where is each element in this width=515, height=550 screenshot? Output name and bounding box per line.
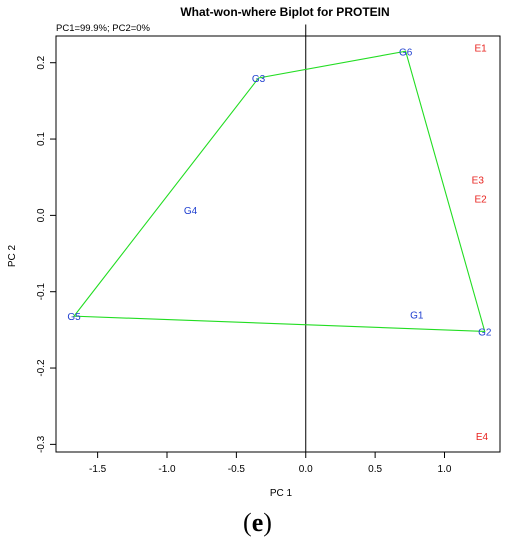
- caption-letter: e: [251, 508, 264, 537]
- convex-hull-polygon: [72, 50, 486, 332]
- genotype-point-g3: G3: [252, 74, 266, 85]
- y-axis-label: PC 2: [7, 244, 18, 267]
- x-axis-label: PC 1: [270, 488, 293, 499]
- environment-point-e3: E3: [472, 176, 485, 187]
- genotype-point-g1: G1: [410, 311, 424, 322]
- genotype-point-g6: G6: [399, 47, 413, 58]
- environment-point-e1: E1: [474, 43, 487, 54]
- x-tick-label: 0.5: [368, 464, 382, 475]
- genotype-point-g4: G4: [184, 206, 198, 217]
- caption-open: (: [243, 508, 252, 537]
- x-tick-label: -1.0: [158, 464, 176, 475]
- plot-frame: [55, 35, 501, 453]
- x-tick-label: 1.0: [438, 464, 452, 475]
- y-tick-label: 0.0: [36, 208, 47, 222]
- genotype-point-g5: G5: [67, 312, 81, 323]
- y-tick-label: 0.1: [36, 132, 47, 146]
- x-tick-label: -0.5: [228, 464, 246, 475]
- y-tick-label: -0.2: [36, 359, 47, 377]
- environment-point-e4: E4: [476, 432, 489, 443]
- biplot-chart: What-won-where Biplot for PROTEIN PC1=99.…: [7, 5, 501, 499]
- chart-title: What-won-where Biplot for PROTEIN: [180, 5, 389, 19]
- environment-point-e2: E2: [474, 195, 487, 206]
- y-tick-label: 0.2: [36, 55, 47, 69]
- x-tick-label: -1.5: [89, 464, 107, 475]
- figure-caption: (e): [0, 508, 515, 538]
- x-tick-label: 0.0: [299, 464, 313, 475]
- y-tick-label: -0.3: [36, 435, 47, 453]
- caption-close: ): [263, 508, 272, 537]
- chart-subtitle: PC1=99.9%; PC2=0%: [56, 23, 151, 34]
- genotype-point-g2: G2: [478, 327, 492, 338]
- y-tick-label: -0.1: [36, 283, 47, 301]
